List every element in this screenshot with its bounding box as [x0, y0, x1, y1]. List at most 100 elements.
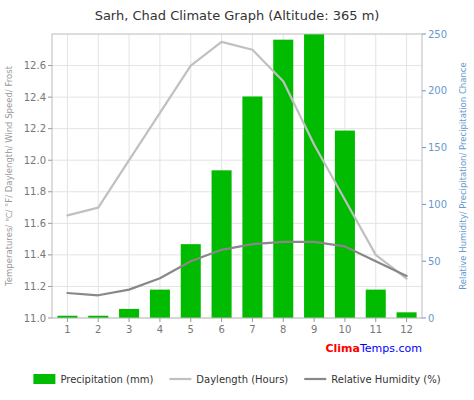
grid-line [52, 286, 422, 287]
tick [48, 160, 52, 161]
y2-axis-label: Relative Humidity/ Precipitation/ Precip… [458, 62, 468, 289]
legend-item: Daylength (Hours) [169, 374, 288, 385]
grid [52, 34, 422, 318]
tick-label: 11.6 [24, 218, 46, 229]
tick-label: 11.2 [24, 281, 46, 292]
legend-item: Relative Humidity (%) [304, 374, 440, 385]
tick-label: 2 [95, 324, 101, 335]
tick-label: 150 [428, 142, 447, 153]
legend-swatch [304, 378, 326, 380]
grid-line [159, 34, 160, 318]
plot-frame [52, 34, 422, 318]
tick [48, 191, 52, 192]
tick [422, 90, 426, 91]
tick-label: 3 [126, 324, 132, 335]
tick-label: 11.0 [24, 313, 46, 324]
bar [150, 290, 170, 318]
tick-label: 6 [218, 324, 224, 335]
tick-label: 10 [339, 324, 352, 335]
tick [48, 254, 52, 255]
chart: Sarh, Chad Climate Graph (Altitude: 365 … [0, 0, 474, 400]
y-axis: 11.0 11.2 11.4 11.6 11.8 12.0 12.2 12.4 12.6 [24, 60, 52, 323]
tick [344, 318, 345, 322]
tick-label: 100 [428, 199, 447, 210]
tick-label: 0 [428, 313, 434, 324]
tick-label: 12.4 [24, 92, 46, 103]
tick [190, 318, 191, 322]
tick-label: 12.6 [24, 60, 46, 71]
grid-line [129, 34, 130, 318]
tick-label: 4 [157, 324, 163, 335]
tick [48, 65, 52, 66]
tick [159, 318, 160, 322]
grid-line [98, 34, 99, 318]
tick [422, 34, 426, 35]
bar [119, 309, 139, 318]
tick-label: 12.2 [24, 123, 46, 134]
tick [422, 147, 426, 148]
annotation: Clima [325, 342, 360, 355]
tick [252, 318, 253, 322]
tick [129, 318, 130, 322]
legend: Precipitation (mm) Daylength (Hours) Relat… [33, 374, 440, 385]
tick [422, 261, 426, 262]
x-axis: 123456789101112 [64, 318, 413, 335]
tick-label: 250 [428, 29, 447, 40]
bar [366, 290, 386, 318]
bar [181, 244, 201, 318]
tick [422, 318, 426, 319]
tick [48, 97, 52, 98]
bar [397, 312, 417, 318]
y-axis-label: Temperatures/ ℃/ °F/ Daylength/ Wind Spe… [4, 65, 14, 287]
grid-line [52, 128, 422, 129]
bar [242, 96, 262, 318]
tick-label: 9 [311, 324, 317, 335]
legend-swatch [33, 374, 55, 384]
tick-label: 1 [64, 324, 70, 335]
tick-label: 11.4 [24, 249, 46, 260]
tick-label: 5 [188, 324, 194, 335]
legend-swatch [169, 378, 191, 380]
legend-item: Precipitation (mm) [33, 374, 153, 385]
line [67, 242, 406, 295]
legend-label: Relative Humidity (%) [331, 374, 440, 385]
tick [422, 204, 426, 205]
grid-line [375, 34, 376, 318]
grid-line [67, 34, 68, 318]
watermark: ClimaTemps.com [325, 342, 422, 355]
tick-label: 50 [428, 256, 441, 267]
tick-label: 11 [369, 324, 382, 335]
bar [335, 131, 355, 318]
background [0, 0, 474, 400]
tick [314, 318, 315, 322]
tick-label: 8 [280, 324, 286, 335]
legend-label: Daylength (Hours) [196, 374, 288, 385]
tick [48, 286, 52, 287]
bar [304, 34, 324, 318]
legend-label: Precipitation (mm) [60, 374, 153, 385]
tick-label: 200 [428, 85, 447, 96]
tick [221, 318, 222, 322]
line [67, 42, 406, 279]
tick-label: 12 [400, 324, 413, 335]
grid-line [52, 65, 422, 66]
grid-line [52, 223, 422, 224]
tick-label: 12.0 [24, 155, 46, 166]
tick-label: 11.8 [24, 186, 46, 197]
tick [48, 223, 52, 224]
tick-label: 7 [249, 324, 255, 335]
grid-line [52, 97, 422, 98]
tick [283, 318, 284, 322]
tick [406, 318, 407, 322]
tick [375, 318, 376, 322]
bar [212, 170, 232, 318]
annotation: Temps.com [359, 342, 422, 355]
marks [57, 34, 416, 318]
title: Sarh, Chad Climate Graph (Altitude: 365 … [95, 8, 380, 23]
grid-line [52, 254, 422, 255]
grid-line [52, 160, 422, 161]
tick [48, 318, 52, 319]
tick [98, 318, 99, 322]
tick [48, 128, 52, 129]
y2-axis: 0 50 100 150 200 250 [422, 29, 447, 324]
